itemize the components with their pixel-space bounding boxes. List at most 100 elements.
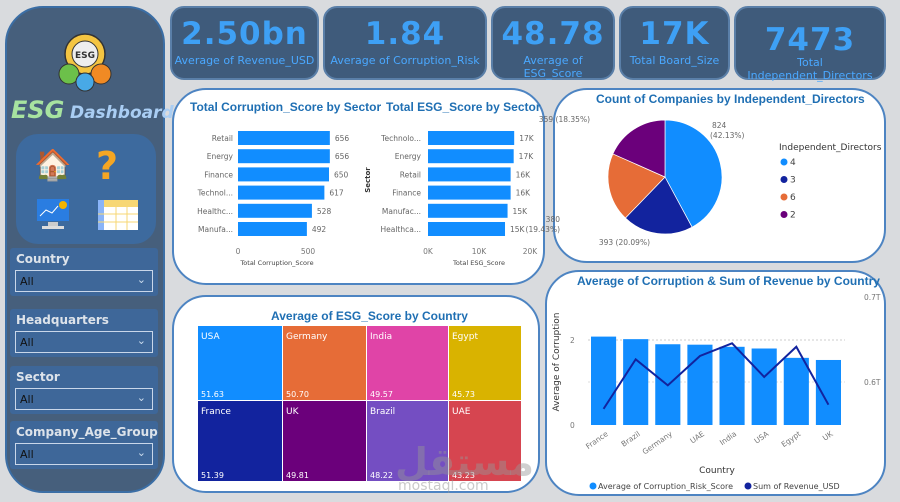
- dropdown-value: All: [20, 448, 34, 461]
- chevron-down-icon: ⌄: [136, 273, 146, 286]
- data-label: 650: [334, 170, 349, 179]
- chart-title: Average of Corruption & Sum of Revenue b…: [577, 274, 880, 288]
- legend-label: 6: [790, 193, 796, 203]
- data-label: 656: [335, 134, 350, 143]
- category-label: Healthca...: [381, 225, 422, 234]
- x-tick-label: India: [718, 429, 738, 447]
- table-icon[interactable]: [98, 200, 138, 230]
- treemap-label: India: [370, 332, 392, 342]
- kpi-value: 2.50bn: [181, 16, 308, 52]
- data-label: 17K: [519, 134, 535, 143]
- slicer-label: Company_Age_Group: [16, 425, 158, 439]
- legend-label: 2: [790, 211, 796, 221]
- x-tick-label: 10K: [472, 247, 488, 256]
- bar: [428, 185, 511, 200]
- data-label: 17K: [519, 152, 535, 161]
- slicer-company-age-group: Company_Age_Group All ⌄: [10, 421, 158, 469]
- bar: [238, 131, 330, 145]
- x-tick-label: Germany: [641, 429, 675, 456]
- esg-logo-icon: ESG: [58, 33, 112, 92]
- question-icon[interactable]: ?: [96, 144, 119, 188]
- home-icon[interactable]: 🏠: [34, 148, 72, 183]
- revenue-line: [602, 342, 830, 410]
- category-label: Energy: [207, 152, 234, 161]
- treemap-value: 48.22: [370, 471, 393, 480]
- legend-marker: [780, 176, 788, 183]
- y-tick-label: 2: [570, 336, 575, 345]
- pie-slice: [664, 119, 723, 228]
- treemap-cell: [367, 401, 448, 481]
- data-label: 16K: [516, 189, 532, 198]
- slicer-label: Headquarters: [16, 313, 109, 327]
- data-label: (19.43%): [526, 225, 561, 234]
- slicer-label: Country: [16, 252, 70, 266]
- headquarters-dropdown[interactable]: All ⌄: [15, 331, 153, 353]
- legend-label: 4: [790, 158, 796, 168]
- treemap-cell: [198, 326, 282, 400]
- treemap-value: 49.57: [370, 390, 393, 399]
- dropdown-value: All: [20, 393, 34, 406]
- svg-text:ESG: ESG: [75, 51, 95, 61]
- chart-title: Count of Companies by Independent_Direct…: [596, 92, 865, 106]
- x-tick-label: 20K: [523, 247, 539, 256]
- bar: [238, 149, 330, 164]
- legend-label: 3: [790, 176, 796, 186]
- category-label: Finance: [204, 170, 233, 179]
- treemap-cell: [367, 326, 448, 400]
- data-label: 380: [546, 215, 561, 224]
- pie-slice: [624, 176, 693, 235]
- kpi-label: Average of Revenue_USD: [174, 54, 315, 67]
- treemap-label: France: [201, 407, 231, 417]
- legend-label: Average of Corruption_Risk_Score: [598, 482, 733, 491]
- category-label: Energy: [395, 152, 422, 161]
- kpi-independent-directors: 7473 Total Independent_Directors: [734, 6, 886, 82]
- kpi-label: Total Board_Size: [629, 54, 720, 67]
- dashboard-icon[interactable]: [36, 198, 70, 230]
- x-axis-title: Total Corruption_Score: [239, 259, 313, 267]
- chevron-down-icon: ⌄: [136, 391, 146, 404]
- watermark-text: mostaql.com: [398, 478, 489, 494]
- treemap-label: UK: [286, 407, 300, 417]
- slicer-headquarters: Headquarters All ⌄: [10, 309, 158, 357]
- legend-marker: [780, 158, 788, 166]
- country-dropdown[interactable]: All ⌄: [15, 270, 153, 292]
- bar: [428, 222, 506, 236]
- treemap-label: Brazil: [370, 407, 395, 417]
- treemap-value: 43.23: [452, 471, 475, 480]
- dropdown-value: All: [20, 275, 34, 288]
- bar: [238, 222, 307, 236]
- company-age-group-dropdown[interactable]: All ⌄: [15, 443, 153, 465]
- treemap-cell: [283, 326, 366, 400]
- treemap-cell: [283, 401, 366, 481]
- treemap-value: 51.39: [201, 471, 224, 480]
- treemap-cell: [198, 401, 282, 481]
- x-tick-label: 0K: [423, 247, 434, 256]
- bar: [428, 167, 511, 182]
- category-label: Retail: [400, 170, 421, 179]
- bar: [428, 149, 514, 164]
- treemap-cell: [449, 401, 521, 481]
- treemap-value: 50.70: [286, 390, 309, 399]
- x-tick-label: 0: [236, 247, 241, 256]
- chevron-down-icon: ⌄: [136, 334, 146, 347]
- data-label: (42.13%): [710, 131, 745, 140]
- data-label: 16K: [516, 170, 532, 179]
- category-label: Technol...: [197, 189, 233, 198]
- data-label: 824: [712, 121, 727, 130]
- category-label: Technolo...: [380, 134, 421, 143]
- dashboard-title: ESG Dashboard: [11, 96, 174, 124]
- chart-title: Total ESG_Score by Sector: [386, 100, 541, 114]
- dropdown-value: All: [20, 336, 34, 349]
- category-label: Manufa...: [198, 225, 233, 234]
- bar: [751, 348, 777, 425]
- kpi-value: 48.78: [501, 16, 605, 52]
- bar: [687, 344, 713, 425]
- x-tick-label: Egypt: [780, 429, 803, 449]
- legend-marker: [780, 193, 788, 201]
- data-label: 617: [329, 189, 344, 198]
- treemap-value: 49.81: [286, 471, 309, 480]
- bar: [623, 339, 649, 425]
- sector-dropdown[interactable]: All ⌄: [15, 388, 153, 410]
- data-label: 393 (20.09%): [599, 238, 650, 247]
- bar: [238, 203, 312, 218]
